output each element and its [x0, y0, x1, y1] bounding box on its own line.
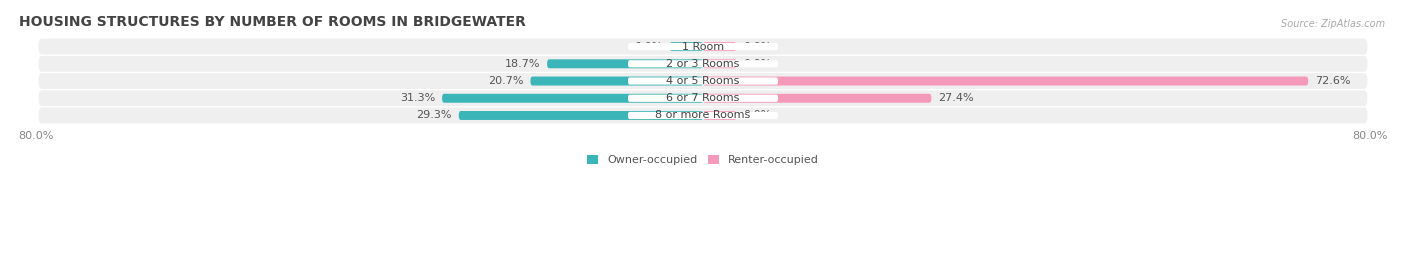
Text: 0.0%: 0.0%: [742, 111, 772, 121]
Text: 8 or more Rooms: 8 or more Rooms: [655, 111, 751, 121]
FancyBboxPatch shape: [441, 94, 703, 103]
FancyBboxPatch shape: [628, 112, 778, 119]
Text: 20.7%: 20.7%: [488, 76, 524, 86]
FancyBboxPatch shape: [38, 90, 1368, 106]
FancyBboxPatch shape: [703, 77, 1308, 86]
FancyBboxPatch shape: [703, 111, 737, 120]
Text: 0.0%: 0.0%: [742, 59, 772, 69]
Legend: Owner-occupied, Renter-occupied: Owner-occupied, Renter-occupied: [586, 155, 820, 165]
FancyBboxPatch shape: [703, 94, 931, 103]
FancyBboxPatch shape: [628, 43, 778, 50]
FancyBboxPatch shape: [628, 77, 778, 85]
FancyBboxPatch shape: [38, 73, 1368, 89]
Text: 4 or 5 Rooms: 4 or 5 Rooms: [666, 76, 740, 86]
FancyBboxPatch shape: [628, 95, 778, 102]
Text: 0.0%: 0.0%: [742, 42, 772, 52]
Text: 1 Room: 1 Room: [682, 42, 724, 52]
FancyBboxPatch shape: [38, 56, 1368, 72]
Text: 27.4%: 27.4%: [938, 93, 974, 103]
FancyBboxPatch shape: [703, 42, 737, 51]
Text: 0.0%: 0.0%: [634, 42, 664, 52]
FancyBboxPatch shape: [547, 59, 703, 68]
Text: Source: ZipAtlas.com: Source: ZipAtlas.com: [1281, 19, 1385, 29]
FancyBboxPatch shape: [530, 77, 703, 86]
Text: 72.6%: 72.6%: [1315, 76, 1350, 86]
FancyBboxPatch shape: [38, 39, 1368, 55]
FancyBboxPatch shape: [669, 42, 703, 51]
Text: 31.3%: 31.3%: [401, 93, 436, 103]
Text: 2 or 3 Rooms: 2 or 3 Rooms: [666, 59, 740, 69]
Text: 29.3%: 29.3%: [416, 111, 453, 121]
FancyBboxPatch shape: [38, 108, 1368, 123]
Text: 18.7%: 18.7%: [505, 59, 540, 69]
Text: HOUSING STRUCTURES BY NUMBER OF ROOMS IN BRIDGEWATER: HOUSING STRUCTURES BY NUMBER OF ROOMS IN…: [20, 15, 526, 29]
FancyBboxPatch shape: [703, 59, 737, 68]
FancyBboxPatch shape: [628, 60, 778, 68]
FancyBboxPatch shape: [458, 111, 703, 120]
Text: 6 or 7 Rooms: 6 or 7 Rooms: [666, 93, 740, 103]
